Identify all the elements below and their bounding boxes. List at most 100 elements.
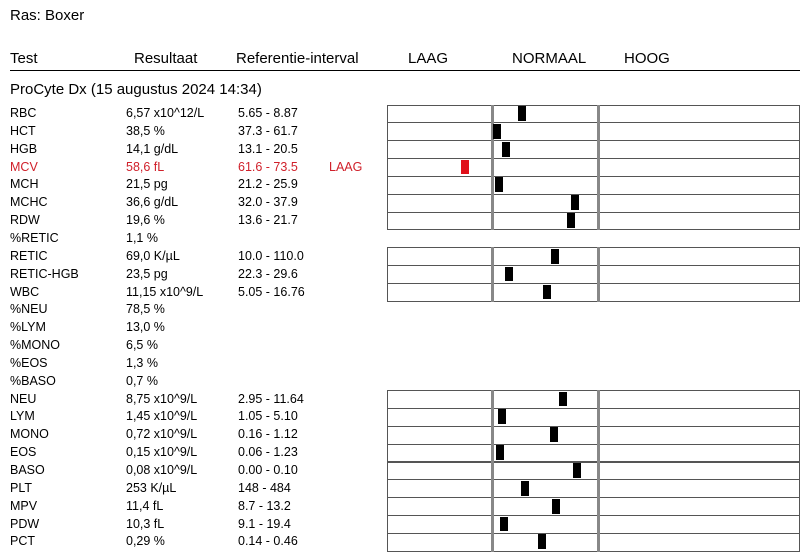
- range-bar: [387, 104, 800, 124]
- test-name: RETIC-HGB: [10, 266, 79, 281]
- normal-divider: [491, 425, 494, 445]
- reference-range: 5.65 - 8.87: [238, 106, 298, 120]
- test-name: MPV: [10, 498, 38, 513]
- reference-range: 13.1 - 20.5: [238, 141, 298, 156]
- result: 11,15 x10^9/L: [126, 284, 204, 299]
- normal-divider: [597, 140, 600, 160]
- range-bar: [387, 140, 800, 160]
- header-result: Resultaat: [134, 50, 198, 67]
- range-bar: [387, 122, 800, 142]
- result-marker: [496, 445, 505, 460]
- result: 13,0 %: [126, 320, 165, 335]
- normal-divider: [491, 461, 494, 481]
- normal-divider: [597, 265, 600, 284]
- normal-divider: [597, 283, 600, 302]
- normal-divider: [491, 158, 494, 177]
- section-title: ProCyte Dx (15 augustus 2024 14:34): [10, 81, 262, 98]
- range-bar: [387, 158, 800, 177]
- result: 69,0 K/µL: [126, 248, 180, 263]
- range-bar: [387, 247, 800, 267]
- result-marker: [551, 498, 560, 514]
- result: 11,4 fL: [126, 498, 164, 513]
- result-marker: [537, 534, 546, 550]
- result: 0,15 x10^9/L: [126, 445, 198, 460]
- normal-divider: [597, 479, 600, 499]
- normal-divider: [491, 104, 494, 124]
- reference-range: 0.00 - 0.10: [238, 463, 298, 477]
- normal-divider: [597, 443, 600, 463]
- range-bar: [387, 461, 800, 481]
- normal-divider: [597, 247, 600, 267]
- result: 0,29 %: [126, 534, 165, 549]
- reference-range: 0.06 - 1.23: [238, 445, 298, 460]
- reference-range: 1.05 - 5.10: [238, 409, 298, 424]
- result-marker: [505, 266, 514, 282]
- normal-divider: [491, 122, 494, 142]
- range-bar: [387, 479, 800, 499]
- breed: Ras: Boxer: [10, 7, 85, 24]
- test-name: %NEU: [10, 302, 48, 317]
- result: 1,1 %: [126, 230, 158, 245]
- range-bar: [387, 265, 800, 284]
- reference-range: 21.2 - 25.9: [238, 177, 298, 192]
- normal-divider: [597, 104, 600, 124]
- header-test: Test: [10, 50, 38, 67]
- range-bar: [387, 532, 800, 552]
- test-name: EOS: [10, 445, 37, 460]
- normal-divider: [597, 425, 600, 445]
- result: 0,08 x10^9/L: [126, 463, 198, 477]
- reference-range: 2.95 - 11.64: [238, 391, 304, 406]
- normal-divider: [491, 265, 494, 284]
- reference-range: 0.16 - 1.12: [238, 427, 298, 442]
- range-bar: [387, 515, 800, 534]
- test-name: PCT: [10, 534, 35, 549]
- result: 0,72 x10^9/L: [126, 427, 198, 442]
- result: 1,45 x10^9/L: [126, 409, 198, 424]
- result-marker: [558, 391, 567, 407]
- result-marker: [494, 177, 503, 193]
- result-marker: [570, 195, 579, 211]
- range-bar: [387, 211, 800, 231]
- test-name: %RETIC: [10, 230, 59, 245]
- header-high: HOOG: [624, 50, 670, 67]
- result: 8,75 x10^9/L: [126, 391, 198, 406]
- reference-range: 8.7 - 13.2: [238, 498, 291, 513]
- range-bar: [387, 283, 800, 302]
- normal-divider: [491, 211, 494, 231]
- result: 23,5 pg: [126, 266, 168, 281]
- reference-range: 9.1 - 19.4: [238, 516, 291, 531]
- result: 6,57 x10^12/L: [126, 106, 205, 120]
- test-name: PLT: [10, 480, 32, 495]
- reference-range: 10.0 - 110.0: [238, 248, 304, 263]
- reference-range: 148 - 484: [238, 480, 291, 495]
- range-bar: [387, 193, 800, 213]
- normal-divider: [491, 497, 494, 517]
- result-marker: [502, 141, 511, 157]
- normal-divider: [597, 497, 600, 517]
- test-name: %LYM: [10, 320, 46, 335]
- normal-divider: [491, 443, 494, 463]
- test-name: HGB: [10, 141, 38, 156]
- header-normal: NORMAAL: [512, 50, 587, 67]
- normal-divider: [597, 515, 600, 534]
- normal-divider: [491, 390, 494, 409]
- normal-divider: [491, 140, 494, 160]
- normal-divider: [491, 175, 494, 195]
- result-marker: [566, 213, 575, 228]
- range-bar: [387, 443, 800, 463]
- test-name: MCHC: [10, 195, 48, 210]
- result-marker: [549, 427, 558, 443]
- test-name: HCT: [10, 123, 36, 138]
- result: 21,5 pg: [126, 177, 168, 192]
- normal-divider: [597, 390, 600, 409]
- result: 10,3 fL: [126, 516, 165, 531]
- header-low: LAAG: [408, 50, 449, 67]
- header-range: Referentie-interval: [236, 50, 359, 67]
- result-marker: [543, 284, 552, 300]
- flag: LAAG: [329, 159, 363, 174]
- range-bar: [387, 497, 800, 517]
- normal-divider: [597, 175, 600, 195]
- normal-divider: [597, 407, 600, 427]
- test-name: WBC: [10, 284, 40, 299]
